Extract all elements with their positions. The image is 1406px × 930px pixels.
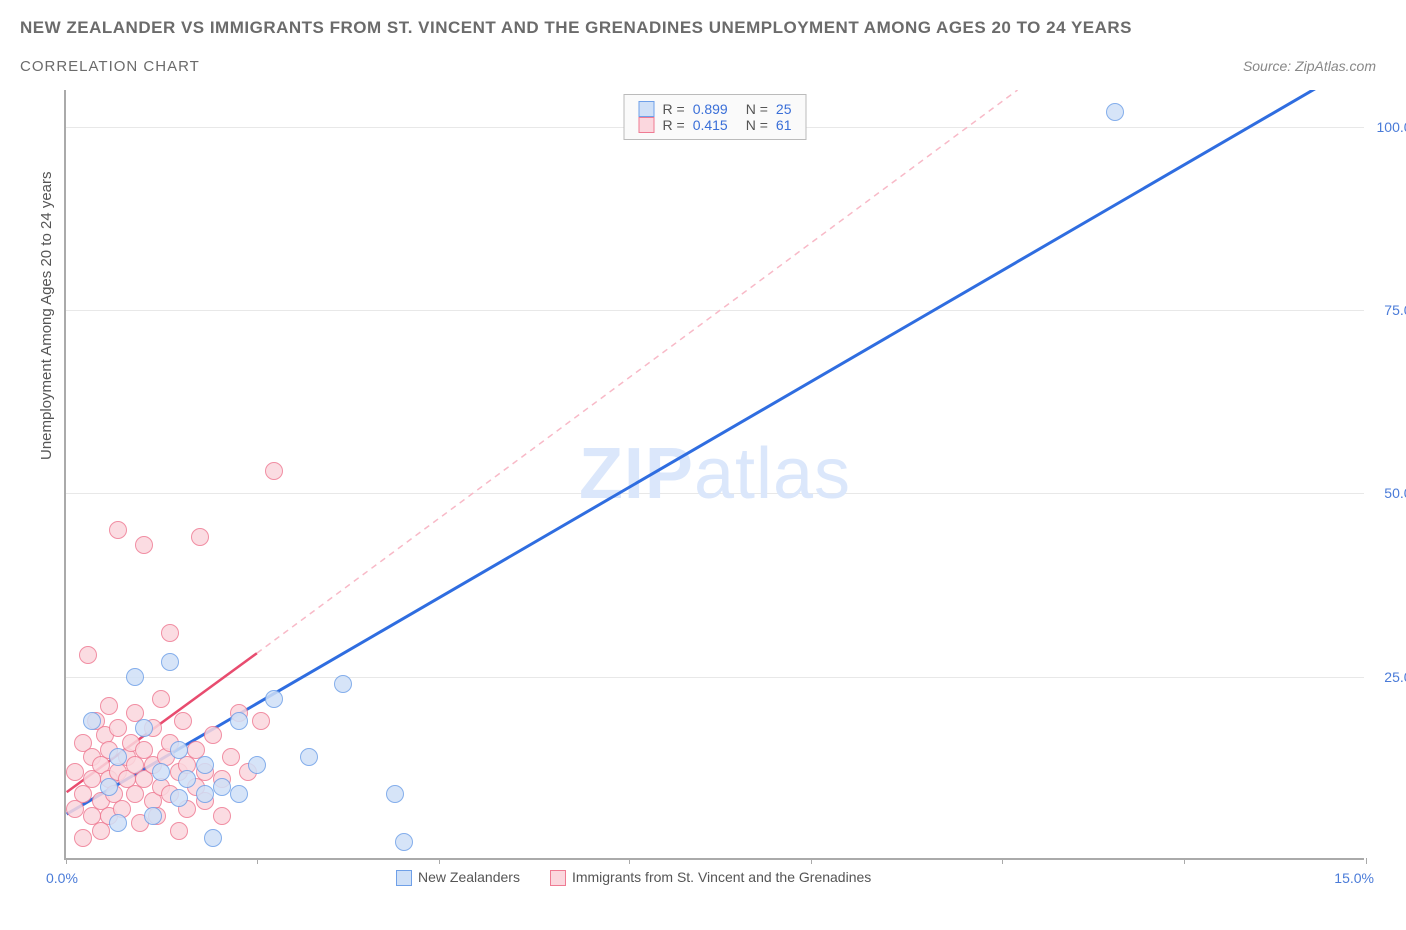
y-tick-label: 100.0% (1377, 119, 1406, 135)
data-point (213, 778, 231, 796)
chart-title: NEW ZEALANDER VS IMMIGRANTS FROM ST. VIN… (20, 18, 1132, 38)
data-point (135, 536, 153, 554)
data-point (170, 789, 188, 807)
data-point (83, 712, 101, 730)
data-point (161, 653, 179, 671)
x-axis-max-label: 15.0% (1334, 870, 1374, 886)
legend-pink-swatch (550, 870, 566, 886)
data-point (144, 807, 162, 825)
data-point (248, 756, 266, 774)
data-point (109, 521, 127, 539)
y-tick-label: 50.0% (1384, 485, 1406, 501)
series-legend: New Zealanders Immigrants from St. Vince… (396, 869, 871, 886)
data-point (152, 690, 170, 708)
y-tick-label: 75.0% (1384, 302, 1406, 318)
data-point (100, 778, 118, 796)
data-point (170, 822, 188, 840)
y-tick-label: 25.0% (1384, 669, 1406, 685)
data-point (126, 668, 144, 686)
data-point (252, 712, 270, 730)
legend-pink-swatch (639, 117, 655, 133)
chart-subtitle: CORRELATION CHART (20, 58, 200, 75)
source-citation: Source: ZipAtlas.com (1243, 58, 1376, 74)
data-point (135, 719, 153, 737)
data-point (79, 646, 97, 664)
data-point (300, 748, 318, 766)
data-point (196, 756, 214, 774)
data-point (170, 741, 188, 759)
data-point (230, 712, 248, 730)
legend-blue-swatch (396, 870, 412, 886)
data-point (161, 624, 179, 642)
data-point (213, 807, 231, 825)
correlation-legend: R = 0.899 N = 25 R = 0.415 N = 61 (624, 94, 807, 140)
legend-blue-swatch (639, 101, 655, 117)
x-axis-min-label: 0.0% (46, 870, 78, 886)
data-point (1106, 103, 1124, 121)
data-point (109, 719, 127, 737)
data-point (174, 712, 192, 730)
y-axis-title: Unemployment Among Ages 20 to 24 years (38, 171, 55, 460)
plot-area: ZIPatlas R = 0.899 N = 25 R = 0.415 N = … (64, 90, 1364, 860)
chart-svg (66, 90, 1364, 858)
data-point (66, 763, 84, 781)
data-point (395, 833, 413, 851)
data-point (222, 748, 240, 766)
data-point (265, 690, 283, 708)
data-point (196, 785, 214, 803)
